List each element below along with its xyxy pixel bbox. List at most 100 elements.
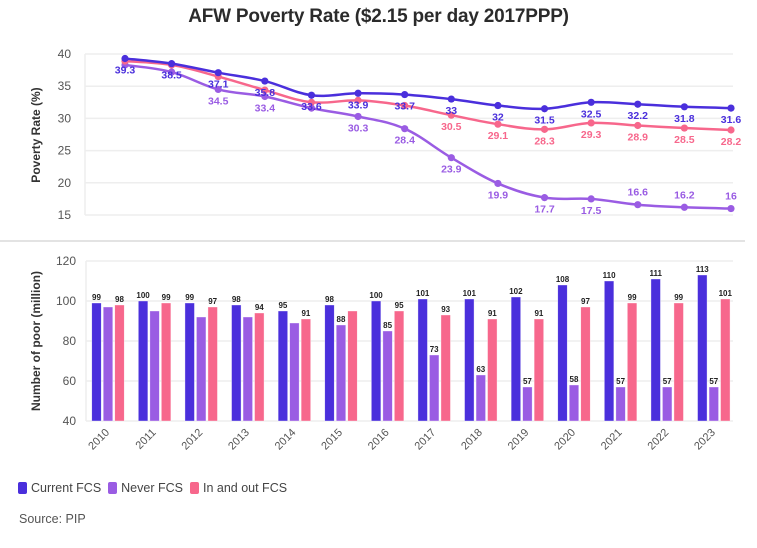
- bar-current: [417, 298, 428, 422]
- bar-label-inout: 97: [208, 297, 217, 306]
- legend-label: Never FCS: [121, 481, 183, 495]
- x-tick-label: 2018: [459, 427, 485, 453]
- data-label-current: 31.8: [674, 113, 695, 125]
- data-point-inout: [447, 111, 455, 119]
- line-chart-data-labels: 34.5 33.4 30.3 28.4 23.9 19.9 17.7 17.5 16.6 16.2…: [115, 65, 742, 217]
- x-tick-label: 2020: [552, 427, 578, 453]
- data-point-current: [261, 77, 269, 85]
- bar-inout: [440, 314, 451, 422]
- bar-current: [371, 300, 382, 422]
- data-point-never: [307, 104, 316, 112]
- data-point-never: [634, 201, 642, 209]
- legend-item-never-fcs[interactable]: Never FCS: [108, 481, 183, 495]
- bar-chart-number-of-poor: 120 100 80 60 40 Number of poor (million) 99…: [29, 254, 733, 452]
- bar-never: [149, 310, 160, 422]
- line-chart-y-ticks: 40 35 30 25 20 15: [58, 47, 72, 222]
- bar-label-never: 57: [709, 377, 718, 386]
- data-label-inout: 30.5: [441, 121, 462, 133]
- bar-current: [464, 298, 475, 422]
- data-label-never: 28.4: [394, 135, 415, 147]
- legend-item-current-fcs[interactable]: Current FCS: [18, 481, 101, 495]
- y-tick-label: 30: [58, 111, 72, 125]
- data-point-inout: [680, 124, 688, 132]
- bar-label-current: 100: [369, 291, 383, 300]
- legend-swatch-never-fcs: [108, 482, 118, 494]
- bar-inout: [300, 318, 311, 422]
- bar-label-current: 98: [325, 295, 334, 304]
- bar-label-never: 57: [523, 377, 532, 386]
- data-point-never: [587, 195, 595, 203]
- data-point-never: [214, 85, 222, 94]
- legend-item-in-and-out-fcs[interactable]: In and out FCS: [189, 481, 287, 495]
- bar-label-current: 100: [136, 291, 150, 300]
- data-point-inout: [634, 121, 642, 130]
- y-tick-label: 20: [58, 176, 72, 190]
- x-tick-label: 2017: [413, 427, 439, 453]
- y-tick-label: 25: [58, 144, 72, 158]
- bar-label-current: 99: [92, 293, 101, 302]
- bar-inout: [487, 318, 498, 422]
- data-label-current: 32.2: [628, 110, 649, 122]
- line-chart-series: [121, 54, 735, 213]
- legend-swatch-current-fcs: [18, 482, 27, 494]
- data-label-inout: 29.3: [581, 129, 602, 141]
- data-point-current: [168, 60, 176, 68]
- data-label-inout: 28.2: [721, 136, 742, 148]
- data-point-inout: [401, 101, 409, 110]
- bar-never: [196, 316, 207, 422]
- bar-never: [662, 386, 673, 422]
- data-label-current: 31.5: [534, 115, 555, 127]
- bar-inout: [114, 304, 125, 422]
- bar-label-never: 57: [663, 377, 672, 386]
- data-point-never: [447, 154, 455, 162]
- bar-inout: [347, 310, 358, 422]
- bar-label-current: 101: [463, 289, 477, 298]
- data-point-inout: [307, 98, 316, 106]
- bar-label-inout: 91: [488, 309, 497, 318]
- bar-label-current: 102: [509, 287, 523, 296]
- x-tick-label: 2010: [86, 427, 112, 453]
- legend: Current FCS Never FCS In and out FCS: [18, 481, 294, 495]
- bar-label-current: 111: [649, 269, 662, 278]
- bar-current: [557, 284, 568, 422]
- data-label-current: 33.9: [348, 99, 369, 111]
- data-point-current: [354, 89, 362, 97]
- data-point-never: [540, 194, 549, 202]
- data-label-current: 32.5: [581, 108, 602, 120]
- data-point-current: [634, 100, 642, 108]
- bar-current: [697, 274, 708, 422]
- x-tick-label: 2011: [134, 427, 159, 452]
- bar-label-current: 108: [556, 275, 570, 284]
- data-point-current: [727, 104, 735, 112]
- bar-label-inout: 91: [301, 309, 310, 318]
- data-label-never: 33.4: [255, 103, 276, 115]
- x-tick-label: 2012: [180, 427, 206, 453]
- bar-never: [568, 384, 580, 422]
- bar-label-current: 98: [232, 295, 241, 304]
- data-point-never: [261, 92, 269, 101]
- data-label-current: 33: [445, 105, 457, 117]
- bar-label-inout: 99: [674, 293, 683, 302]
- bar-current: [277, 310, 288, 422]
- bar-never: [475, 374, 486, 422]
- data-label-never: 16: [725, 191, 737, 203]
- bar-current: [231, 304, 242, 422]
- bar-label-inout: 101: [719, 289, 733, 298]
- data-point-never: [168, 68, 176, 76]
- data-point-current: [121, 54, 129, 63]
- data-point-never: [494, 179, 502, 188]
- bar-inout: [207, 306, 218, 422]
- bar-current: [650, 278, 661, 422]
- bar-never: [289, 322, 300, 422]
- bar-label-inout: 91: [534, 309, 543, 318]
- data-label-current: 32: [492, 112, 504, 124]
- bar-label-current: 113: [696, 265, 709, 274]
- bar-label-never: 73: [430, 345, 439, 354]
- bar-label-inout: 95: [395, 301, 404, 310]
- data-point-never: [727, 204, 735, 213]
- bar-label-current: 99: [185, 293, 194, 302]
- data-point-current: [214, 69, 222, 77]
- x-tick-label: 2015: [319, 427, 345, 453]
- bar-label-inout: 98: [115, 295, 124, 304]
- data-point-current: [540, 105, 549, 113]
